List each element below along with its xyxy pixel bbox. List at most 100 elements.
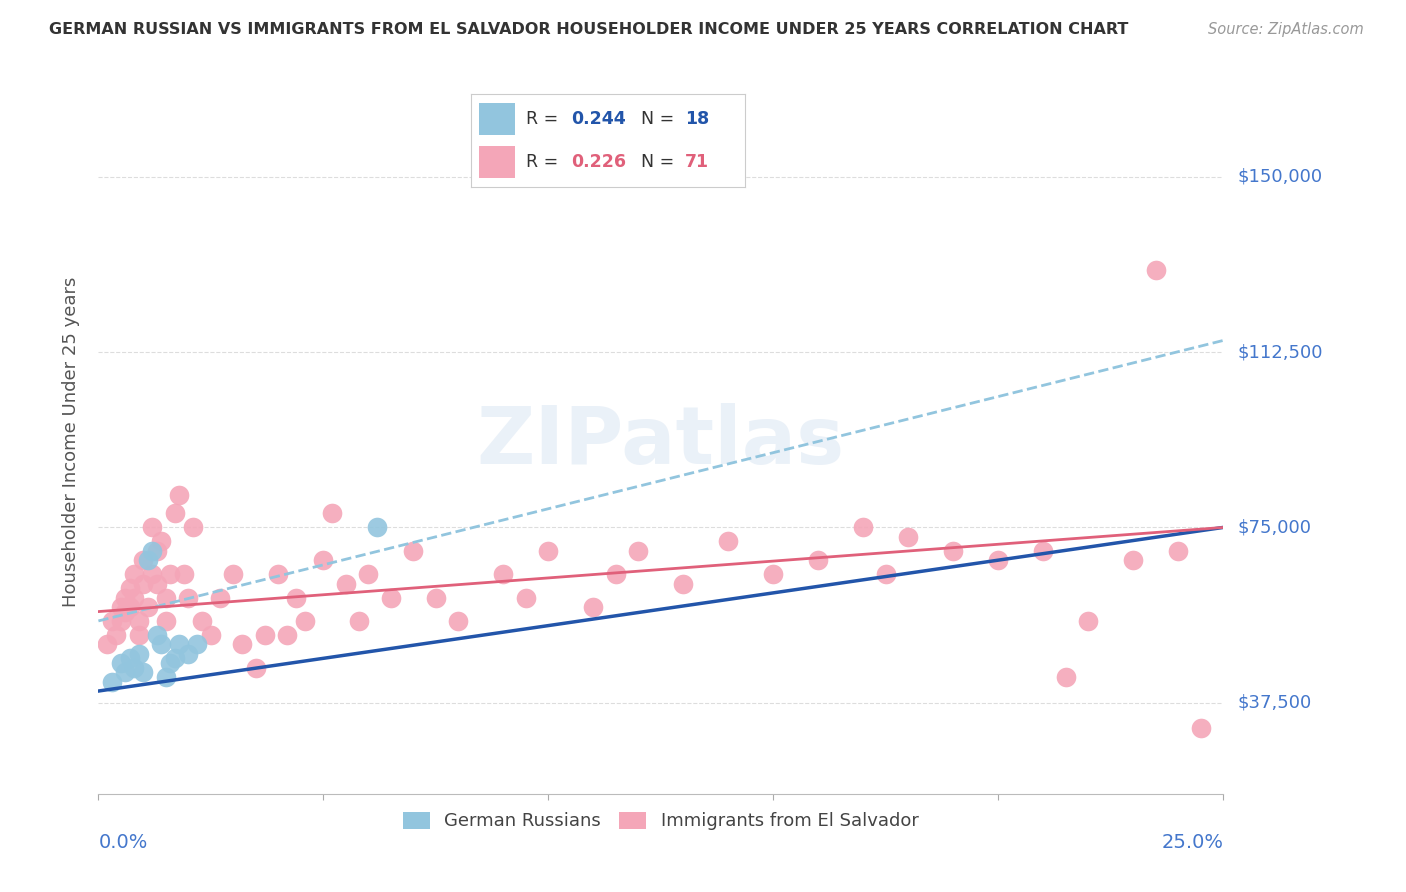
Text: GERMAN RUSSIAN VS IMMIGRANTS FROM EL SALVADOR HOUSEHOLDER INCOME UNDER 25 YEARS : GERMAN RUSSIAN VS IMMIGRANTS FROM EL SAL… xyxy=(49,22,1129,37)
Text: $150,000: $150,000 xyxy=(1237,168,1322,186)
Point xyxy=(173,567,195,582)
Point xyxy=(114,591,136,605)
FancyBboxPatch shape xyxy=(479,146,515,178)
Legend: German Russians, Immigrants from El Salvador: German Russians, Immigrants from El Salv… xyxy=(395,805,927,838)
Point xyxy=(1122,553,1144,567)
Point xyxy=(1077,614,1099,628)
Point xyxy=(114,605,136,619)
Point xyxy=(582,599,605,614)
Point xyxy=(177,591,200,605)
Point xyxy=(141,567,163,582)
Point xyxy=(276,628,298,642)
Text: 0.244: 0.244 xyxy=(571,110,626,128)
Point xyxy=(159,567,181,582)
Point xyxy=(169,488,191,502)
Text: $37,500: $37,500 xyxy=(1237,694,1312,712)
Point xyxy=(146,576,169,591)
Point xyxy=(312,553,335,567)
Point xyxy=(150,534,173,549)
Point xyxy=(335,576,357,591)
Point xyxy=(987,553,1010,567)
Point xyxy=(1054,670,1077,684)
Point xyxy=(101,614,124,628)
Point xyxy=(208,591,231,605)
Point xyxy=(163,507,186,521)
Point xyxy=(118,581,141,595)
Point xyxy=(402,543,425,558)
Point xyxy=(163,651,186,665)
Y-axis label: Householder Income Under 25 years: Householder Income Under 25 years xyxy=(62,277,80,607)
Point xyxy=(146,628,169,642)
Point xyxy=(852,520,875,534)
Text: $112,500: $112,500 xyxy=(1237,343,1323,361)
Point xyxy=(294,614,316,628)
Point xyxy=(357,567,380,582)
Point xyxy=(124,661,146,675)
Text: ZIPatlas: ZIPatlas xyxy=(477,402,845,481)
Point xyxy=(807,553,830,567)
Point xyxy=(1032,543,1054,558)
Point xyxy=(875,567,897,582)
Point xyxy=(245,661,267,675)
Point xyxy=(132,576,155,591)
Point xyxy=(425,591,447,605)
Text: N =: N = xyxy=(641,110,679,128)
Point xyxy=(515,591,537,605)
Point xyxy=(285,591,308,605)
Point xyxy=(321,507,343,521)
Point xyxy=(762,567,785,582)
Point xyxy=(141,543,163,558)
Point xyxy=(128,647,150,661)
Point xyxy=(672,576,695,591)
Point xyxy=(150,637,173,651)
Point xyxy=(191,614,214,628)
Point xyxy=(118,651,141,665)
Text: $75,000: $75,000 xyxy=(1237,518,1312,536)
Point xyxy=(128,614,150,628)
Point xyxy=(96,637,118,651)
Text: 0.226: 0.226 xyxy=(571,153,626,171)
Point xyxy=(132,553,155,567)
Point xyxy=(942,543,965,558)
Point xyxy=(136,553,159,567)
Point xyxy=(105,628,128,642)
Point xyxy=(1144,263,1167,277)
Point xyxy=(136,599,159,614)
Point xyxy=(128,628,150,642)
Text: 18: 18 xyxy=(685,110,709,128)
Point xyxy=(267,567,290,582)
Point xyxy=(169,637,191,651)
Point xyxy=(605,567,627,582)
Text: N =: N = xyxy=(641,153,679,171)
Point xyxy=(155,591,177,605)
Point xyxy=(101,674,124,689)
Point xyxy=(349,614,371,628)
Point xyxy=(146,543,169,558)
Point xyxy=(186,637,208,651)
Point xyxy=(717,534,740,549)
Point xyxy=(231,637,253,651)
Point xyxy=(537,543,560,558)
Text: R =: R = xyxy=(526,153,564,171)
FancyBboxPatch shape xyxy=(479,103,515,135)
Point xyxy=(110,656,132,670)
Text: 71: 71 xyxy=(685,153,709,171)
Point xyxy=(1167,543,1189,558)
Point xyxy=(155,670,177,684)
Point xyxy=(118,599,141,614)
Point xyxy=(366,520,388,534)
Point xyxy=(897,530,920,544)
Point xyxy=(155,614,177,628)
Point xyxy=(222,567,245,582)
Point xyxy=(447,614,470,628)
Point xyxy=(114,665,136,680)
Point xyxy=(253,628,276,642)
Point xyxy=(110,614,132,628)
Point xyxy=(1189,722,1212,736)
Point xyxy=(200,628,222,642)
Text: 0.0%: 0.0% xyxy=(98,832,148,852)
Point xyxy=(159,656,181,670)
Point xyxy=(380,591,402,605)
Point xyxy=(492,567,515,582)
Point xyxy=(141,520,163,534)
